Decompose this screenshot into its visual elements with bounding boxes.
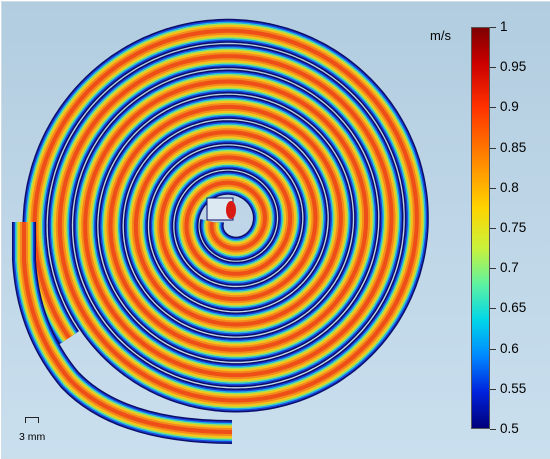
colorbar-tick-mark <box>490 308 496 310</box>
colorbar-tick-mark <box>490 228 496 229</box>
colorbar <box>471 27 490 429</box>
colorbar-tick-label: 0.65 <box>500 300 527 316</box>
colorbar-tick-mark <box>490 147 496 149</box>
colorbar-tick-mark <box>490 27 496 28</box>
colorbar-tick-label: 1 <box>500 19 508 34</box>
colorbar-tick-label: 0.9 <box>500 99 519 115</box>
colorbar-tick-label: 0.6 <box>500 340 519 356</box>
colorbar-tick-mark <box>490 388 496 390</box>
colorbar-tick-label: 0.7 <box>500 260 519 276</box>
colorbar-tick-label: 0.95 <box>500 59 527 75</box>
colorbar-tick-mark <box>490 67 496 69</box>
colorbar-tick-mark <box>490 348 496 350</box>
spiral-channel <box>12 18 429 444</box>
colorbar-tick-label: 0.75 <box>500 220 527 235</box>
scale-bar-label: 3 mm <box>19 431 46 443</box>
colorbar-tick-label: 0.8 <box>500 179 519 195</box>
colorbar-tick-mark <box>490 187 496 189</box>
inlet-jet <box>226 201 236 219</box>
scale-bar <box>25 417 39 423</box>
colorbar-tick-label: 0.5 <box>500 421 519 436</box>
colorbar-tick-label: 0.55 <box>500 380 527 396</box>
colorbar-tick-mark <box>490 107 496 109</box>
colorbar-tick-mark <box>490 429 496 430</box>
spiral-channel-layer <box>32 28 419 403</box>
colorbar-tick-mark <box>490 268 496 270</box>
colorbar-tick-label: 0.85 <box>500 139 527 155</box>
outlet-channel-layer <box>22 222 233 434</box>
unit-label: m/s <box>430 28 451 43</box>
